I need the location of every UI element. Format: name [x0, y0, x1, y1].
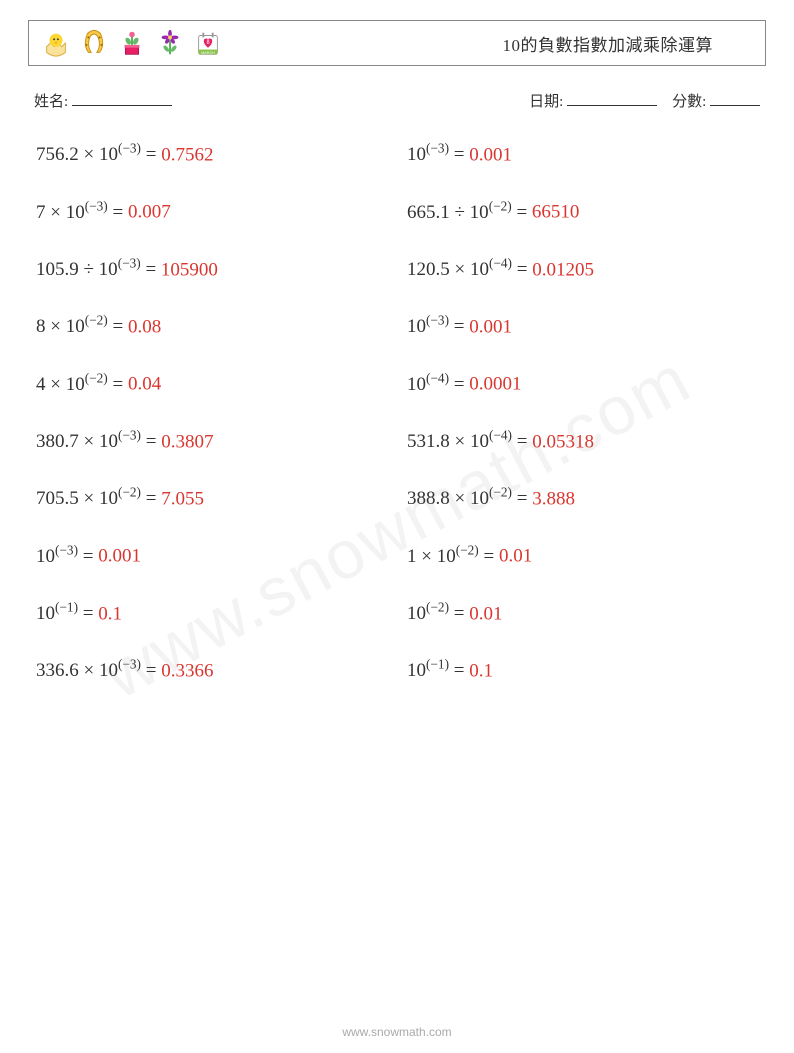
problem-answer: 105900: [161, 259, 218, 280]
score-blank[interactable]: [710, 91, 760, 106]
problem-expression: 10(−3) =: [36, 546, 98, 567]
problem-expression: 10(−3) =: [407, 316, 469, 337]
problem-answer: 0.01: [469, 603, 502, 624]
svg-text:8: 8: [206, 40, 209, 46]
problem-answer: 0.001: [469, 316, 512, 337]
problem-item: 388.8 × 10(−2) = 3.888: [407, 485, 758, 510]
calendar-heart-icon: MARCH 8: [193, 28, 223, 58]
problem-expression: 120.5 × 10(−4) =: [407, 259, 532, 280]
problem-expression: 10(−4) =: [407, 374, 469, 395]
problem-answer: 0.001: [469, 144, 512, 165]
problem-expression: 10(−3) =: [407, 144, 469, 165]
name-label: 姓名:: [34, 94, 68, 110]
date-score-group: 日期: 分數:: [529, 90, 760, 111]
problem-item: 10(−1) = 0.1: [36, 600, 387, 625]
problem-answer: 0.04: [128, 374, 161, 395]
meta-row: 姓名: 日期: 分數:: [28, 90, 766, 111]
problem-item: 380.7 × 10(−3) = 0.3807: [36, 428, 387, 453]
problem-expression: 531.8 × 10(−4) =: [407, 431, 532, 452]
problem-answer: 0.1: [469, 660, 493, 681]
problem-item: 105.9 ÷ 10(−3) = 105900: [36, 256, 387, 281]
problem-item: 756.2 × 10(−3) = 0.7562: [36, 141, 387, 166]
problem-expression: 10(−1) =: [407, 660, 469, 681]
problem-item: 705.5 × 10(−2) = 7.055: [36, 485, 387, 510]
problem-answer: 0.05318: [532, 431, 594, 452]
chick-egg-icon: [41, 28, 71, 58]
problem-expression: 105.9 ÷ 10(−3) =: [36, 259, 161, 280]
problem-item: 10(−2) = 0.01: [407, 600, 758, 625]
problem-item: 10(−4) = 0.0001: [407, 370, 758, 395]
problem-expression: 4 × 10(−2) =: [36, 374, 128, 395]
problem-expression: 336.6 × 10(−3) =: [36, 660, 161, 681]
problem-expression: 380.7 × 10(−3) =: [36, 431, 161, 452]
worksheet-header: MARCH 8 10的負數指數加減乘除運算: [28, 20, 766, 66]
problem-expression: 1 × 10(−2) =: [407, 546, 499, 567]
problem-answer: 7.055: [161, 488, 204, 509]
problem-item: 531.8 × 10(−4) = 0.05318: [407, 428, 758, 453]
date-blank[interactable]: [567, 91, 657, 106]
problem-item: 10(−1) = 0.1: [407, 657, 758, 682]
purple-flower-icon: [155, 28, 185, 58]
problem-answer: 0.08: [128, 316, 161, 337]
problems-grid: 756.2 × 10(−3) = 0.7562 10(−3) = 0.001 7 ×…: [28, 141, 766, 682]
problem-answer: 0.1: [98, 603, 122, 624]
problem-item: 665.1 ÷ 10(−2) = 66510: [407, 198, 758, 223]
problem-expression: 388.8 × 10(−2) =: [407, 488, 532, 509]
problem-answer: 0.001: [98, 546, 141, 567]
name-blank[interactable]: [72, 91, 172, 106]
problem-item: 1 × 10(−2) = 0.01: [407, 542, 758, 567]
problem-item: 4 × 10(−2) = 0.04: [36, 370, 387, 395]
worksheet-title: 10的負數指數加減乘除運算: [503, 31, 754, 56]
problem-answer: 0.7562: [161, 144, 213, 165]
problem-expression: 8 × 10(−2) =: [36, 316, 128, 337]
problem-answer: 3.888: [532, 488, 575, 509]
problem-item: 10(−3) = 0.001: [407, 313, 758, 338]
problem-expression: 756.2 × 10(−3) =: [36, 144, 161, 165]
score-label: 分數:: [672, 94, 706, 110]
problem-answer: 0.0001: [469, 374, 521, 395]
problem-answer: 66510: [532, 202, 580, 223]
svg-text:MARCH: MARCH: [201, 51, 215, 55]
problem-item: 8 × 10(−2) = 0.08: [36, 313, 387, 338]
horseshoe-icon: [79, 28, 109, 58]
problem-item: 10(−3) = 0.001: [36, 542, 387, 567]
problem-item: 10(−3) = 0.001: [407, 141, 758, 166]
flower-pot-icon: [117, 28, 147, 58]
problem-answer: 0.3807: [161, 431, 213, 452]
problem-expression: 7 × 10(−3) =: [36, 202, 128, 223]
problem-expression: 10(−2) =: [407, 603, 469, 624]
date-label: 日期:: [529, 94, 563, 110]
problem-item: 7 × 10(−3) = 0.007: [36, 198, 387, 223]
name-field: 姓名:: [34, 90, 172, 111]
problem-item: 120.5 × 10(−4) = 0.01205: [407, 256, 758, 281]
problem-answer: 0.007: [128, 202, 171, 223]
problem-answer: 0.01: [499, 546, 532, 567]
problem-expression: 665.1 ÷ 10(−2) =: [407, 202, 532, 223]
problem-answer: 0.01205: [532, 259, 594, 280]
problem-item: 336.6 × 10(−3) = 0.3366: [36, 657, 387, 682]
problem-answer: 0.3366: [161, 660, 213, 681]
header-icon-row: MARCH 8: [41, 28, 223, 58]
footer-url: www.snowmath.com: [0, 1025, 794, 1039]
problem-expression: 705.5 × 10(−2) =: [36, 488, 161, 509]
problem-expression: 10(−1) =: [36, 603, 98, 624]
